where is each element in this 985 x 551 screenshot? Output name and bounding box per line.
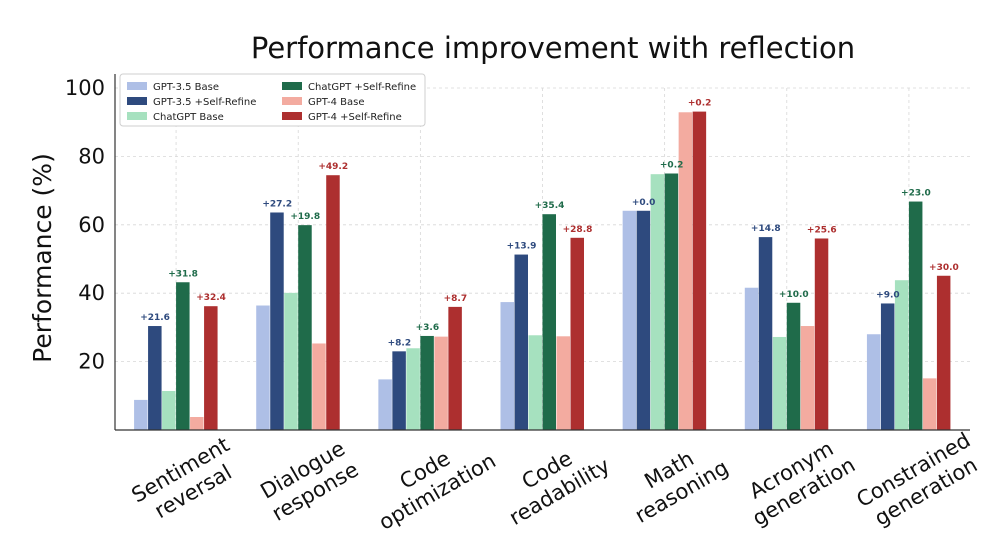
bar-value-label: +10.0 <box>779 290 809 300</box>
bar <box>908 201 923 430</box>
legend-label: ChatGPT Base <box>153 112 224 123</box>
y-tick-label: 20 <box>78 350 105 374</box>
bar <box>204 306 218 430</box>
y-tick-label: 40 <box>78 281 105 305</box>
bar-value-label: +23.0 <box>901 189 931 199</box>
bar <box>692 111 707 431</box>
legend-swatch <box>127 97 147 105</box>
bar <box>514 254 528 430</box>
legend-label: ChatGPT +Self-Refine <box>308 82 416 93</box>
legend-label: GPT-4 +Self-Refine <box>308 112 402 123</box>
bar <box>922 378 937 430</box>
legend-swatch <box>282 82 302 90</box>
bar <box>800 326 815 430</box>
bar <box>880 303 895 430</box>
bar-value-label: +35.4 <box>535 201 565 211</box>
bar <box>866 334 881 430</box>
legend-swatch <box>127 82 147 90</box>
legend-swatch <box>127 112 147 120</box>
bar <box>744 287 759 430</box>
legend-label: GPT-3.5 Base <box>153 82 219 93</box>
bar <box>176 282 190 430</box>
legend: GPT-3.5 Base GPT-3.5 +Self-Refine ChatGPT … <box>119 73 426 127</box>
bar-value-label: +25.6 <box>807 225 837 235</box>
bar <box>134 399 148 430</box>
legend-label: GPT-3.5 +Self-Refine <box>153 97 256 108</box>
bar <box>162 391 176 430</box>
bar-value-label: +8.2 <box>388 338 411 348</box>
bar <box>406 348 420 430</box>
bar <box>420 335 434 430</box>
bar-value-label: +30.0 <box>929 263 959 273</box>
bar-value-label: +8.7 <box>444 294 467 304</box>
chart-title: Performance improvement with reflection <box>251 31 855 65</box>
bar-value-label: +0.0 <box>632 198 655 208</box>
bar-value-label: +13.9 <box>507 242 537 252</box>
bar-value-label: +0.2 <box>660 161 683 171</box>
bar-value-label: +14.8 <box>751 224 781 234</box>
bar-value-label: +49.2 <box>318 162 348 172</box>
bars <box>134 111 951 431</box>
bar <box>326 175 340 430</box>
bar <box>448 306 462 430</box>
bar <box>636 210 651 430</box>
bar <box>284 292 298 430</box>
bar <box>378 379 392 430</box>
bar <box>664 173 679 430</box>
bar <box>528 335 542 430</box>
data-labels: +21.6 +31.8 +32.4 +27.2 +19.8 +49.2 +8.2 +3.6 +8… <box>140 99 959 349</box>
bar <box>786 302 801 430</box>
bar <box>270 212 284 430</box>
bar-value-label: +19.8 <box>290 212 320 222</box>
bar <box>936 275 951 430</box>
legend-swatch <box>282 112 302 120</box>
bar <box>622 210 637 430</box>
bar-value-label: +28.8 <box>563 225 593 235</box>
bar <box>392 351 406 430</box>
legend-box <box>119 73 426 127</box>
y-tick-label: 100 <box>65 76 105 100</box>
bar-value-label: +21.6 <box>140 313 170 323</box>
bar <box>148 326 162 430</box>
y-tick-label: 60 <box>78 213 105 237</box>
bar <box>256 305 270 430</box>
bar <box>542 214 556 430</box>
y-axis-label: Performance (%) <box>28 153 57 363</box>
bar <box>678 112 693 431</box>
bar <box>814 238 829 430</box>
bar-value-label: +31.8 <box>168 269 198 279</box>
bar <box>312 343 326 430</box>
bar <box>772 336 787 430</box>
bar-value-label: +9.0 <box>876 290 899 300</box>
bar <box>758 237 773 430</box>
bar <box>434 336 448 430</box>
bar-value-label: +0.2 <box>688 99 711 109</box>
bar-value-label: +3.6 <box>416 323 439 333</box>
bar <box>500 302 514 430</box>
bar <box>894 280 909 430</box>
legend-swatch <box>282 97 302 105</box>
bar-value-label: +27.2 <box>262 199 292 209</box>
bar-value-label: +32.4 <box>196 293 226 303</box>
axes <box>114 74 970 431</box>
bar <box>556 336 570 430</box>
bar <box>650 174 665 430</box>
bar <box>570 237 584 430</box>
bar <box>190 417 204 430</box>
y-tick-label: 80 <box>78 144 105 168</box>
bar <box>298 225 312 430</box>
legend-label: GPT-4 Base <box>308 97 364 108</box>
